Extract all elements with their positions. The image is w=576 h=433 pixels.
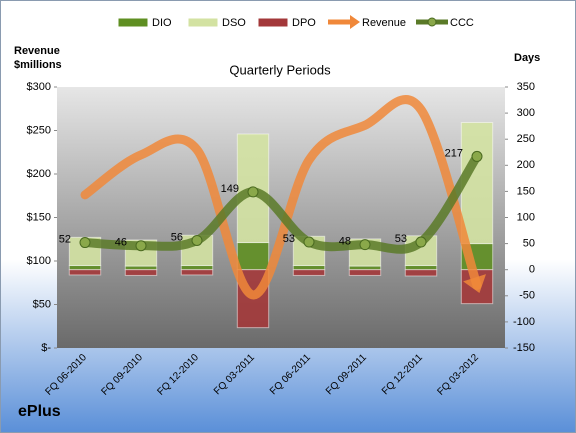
legend-item: CCC <box>416 17 474 29</box>
bar-segment <box>348 265 382 271</box>
legend-swatch <box>117 17 149 28</box>
y2-tick-label: 0 <box>529 264 535 276</box>
y-tick-label: $200 <box>27 168 51 180</box>
ccc-point <box>303 236 315 248</box>
bar-segment <box>180 265 214 271</box>
legend-label: DSO <box>222 17 246 29</box>
data-label: 52 <box>59 233 71 245</box>
y2-tick-label: 200 <box>517 159 535 171</box>
data-label: 53 <box>283 233 295 245</box>
data-label: 56 <box>171 231 183 243</box>
bar-segment <box>292 265 326 271</box>
y2-tick-label: -100 <box>513 316 535 328</box>
y-tick-label: $- <box>41 342 51 354</box>
chart-title: Quarterly Periods <box>229 62 331 77</box>
legend-label: DIO <box>152 17 172 29</box>
y-tick-label: $300 <box>27 81 51 93</box>
legend-swatch <box>427 17 437 27</box>
legend-label: CCC <box>450 17 474 29</box>
data-label: 149 <box>221 183 239 195</box>
bar-segment <box>404 269 438 277</box>
data-label: 53 <box>395 233 407 245</box>
bar-segment <box>124 269 158 276</box>
y-tick-label: $50 <box>33 298 51 310</box>
bar-segment <box>236 242 270 271</box>
ccc-point <box>359 239 371 251</box>
bar-segment <box>404 265 438 271</box>
ccc-point <box>415 236 427 248</box>
y2-tick-label: 100 <box>517 211 535 223</box>
revenue-line <box>80 95 482 300</box>
ccc-point <box>79 237 91 249</box>
y2-tick-label: -50 <box>519 290 535 302</box>
y-tick-label: $100 <box>27 255 51 267</box>
y2-tick-label: 250 <box>517 133 535 145</box>
y2-tick-label: 300 <box>517 107 535 119</box>
legend-label: Revenue <box>362 17 406 29</box>
y-tick-label: $150 <box>27 211 51 223</box>
legend-item: DSO <box>187 17 246 29</box>
ccc-point <box>247 186 259 198</box>
y2-tick-label: 150 <box>517 185 535 197</box>
legend-swatch <box>187 17 219 28</box>
legend-item: Revenue <box>328 15 406 29</box>
y2-tick-label: -150 <box>513 342 535 354</box>
y-tick-label: $250 <box>27 124 51 136</box>
y-axis-label: Revenue $millions <box>14 45 62 71</box>
legend-swatch <box>350 15 360 29</box>
y2-tick-label: 50 <box>523 238 535 250</box>
ccc-point <box>191 234 203 246</box>
y2-axis-label: Days <box>514 52 541 64</box>
bar-segment <box>124 265 158 271</box>
bar-segment <box>292 269 326 276</box>
data-label: 217 <box>445 147 463 159</box>
ccc-point <box>471 150 483 162</box>
caption: ePlus <box>18 403 61 420</box>
ccc-point <box>135 240 147 252</box>
legend-label: DPO <box>292 17 316 29</box>
legend-swatch <box>257 17 289 28</box>
bar-segment <box>68 265 102 271</box>
legend-item: DPO <box>257 17 316 29</box>
legend-item: DIO <box>117 17 172 29</box>
y2-tick-label: 350 <box>517 81 535 93</box>
revenue-arrowhead <box>463 274 487 293</box>
data-label: 46 <box>115 237 127 249</box>
bar-segment <box>348 269 382 276</box>
bar-segment <box>180 269 214 276</box>
bar-segment <box>68 269 102 276</box>
data-label: 48 <box>339 236 351 248</box>
